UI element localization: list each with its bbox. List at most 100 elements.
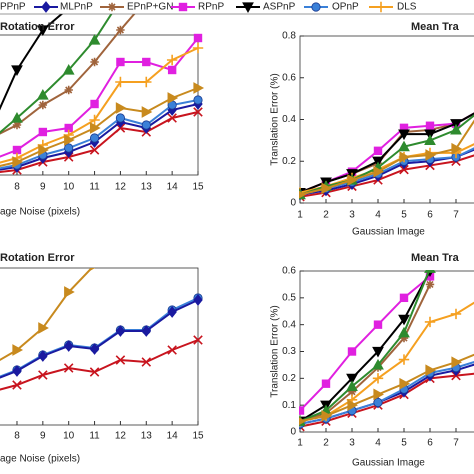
marker	[424, 134, 436, 145]
series-line	[299, 154, 474, 198]
x-tick-label: 14	[167, 431, 179, 442]
series-line	[299, 114, 474, 196]
marker	[141, 106, 153, 118]
marker	[62, 63, 75, 75]
y-axis-label: Translation Error (%)	[270, 305, 281, 397]
y-tick-label: 0.2	[282, 156, 296, 167]
legend-marker	[311, 2, 321, 12]
x-tick-label: 9	[40, 431, 46, 442]
y-tick-label: 0.4	[282, 319, 296, 330]
marker	[425, 149, 437, 161]
x-tick-label: 1	[297, 438, 303, 449]
marker	[89, 268, 96, 271]
y-tick-label: 0.8	[282, 31, 296, 42]
marker	[12, 365, 22, 377]
marker	[36, 25, 49, 37]
marker	[38, 100, 48, 110]
marker	[321, 182, 333, 195]
marker	[347, 399, 359, 412]
x-tick-label: 11	[89, 182, 100, 193]
marker	[38, 322, 49, 334]
legend-label: RPnP	[198, 2, 224, 13]
marker	[141, 325, 151, 337]
x-tick-label: 3	[349, 210, 355, 221]
marker	[141, 357, 152, 367]
marker	[36, 88, 49, 100]
x-tick-label: 2	[323, 438, 329, 449]
marker	[38, 144, 49, 156]
marker	[373, 146, 383, 156]
marker	[38, 127, 48, 137]
marker	[321, 410, 333, 422]
marker	[398, 140, 410, 152]
marker	[116, 57, 125, 67]
marker	[38, 350, 48, 362]
marker	[399, 151, 411, 163]
marker	[399, 164, 409, 175]
marker	[373, 320, 383, 329]
marker	[88, 33, 101, 45]
y-tick-label: 0	[290, 198, 296, 209]
marker	[373, 388, 385, 401]
x-tick-label: 4	[375, 438, 381, 449]
plot-series	[0, 0, 205, 175]
marker	[450, 123, 462, 135]
marker	[399, 333, 409, 343]
marker	[424, 316, 436, 328]
x-tick-label: 13	[141, 431, 153, 442]
y-tick-label: 0.5	[282, 292, 296, 303]
legend-marker	[107, 2, 117, 12]
legend-marker	[242, 2, 254, 14]
y-tick-label: 0.2	[282, 373, 296, 384]
x-tick-label: 11	[89, 431, 100, 442]
x-tick-label: 3	[349, 438, 355, 449]
marker	[64, 286, 75, 298]
legend-label: ASPnP	[263, 2, 296, 13]
marker	[346, 380, 358, 391]
marker	[425, 121, 435, 130]
marker	[398, 129, 410, 141]
y-tick-label: 0.4	[282, 114, 296, 125]
legend: PPnP MLPnP EPnP+GN RPnP ASPnP OPnP DLS	[0, 0, 474, 15]
marker	[64, 123, 73, 133]
marker	[167, 345, 177, 355]
marker	[166, 54, 178, 66]
x-tick-label: 8	[14, 182, 20, 193]
x-tick-label: 6	[427, 210, 433, 221]
legend-label: EPnP+GN	[127, 2, 173, 13]
marker	[193, 107, 203, 117]
marker	[89, 114, 100, 126]
x-axis-label: age Noise (pixels)	[0, 207, 80, 218]
marker	[424, 270, 436, 273]
marker	[347, 174, 359, 186]
marker	[372, 358, 384, 370]
marker	[450, 308, 462, 320]
x-tick-label: 15	[192, 182, 204, 193]
series-line	[299, 275, 431, 412]
x-tick-label: 10	[63, 182, 75, 193]
marker	[398, 326, 410, 338]
legend-label: PPnP	[0, 2, 26, 13]
marker	[299, 417, 307, 426]
plot-area	[299, 35, 474, 204]
marker	[89, 343, 100, 355]
marker	[451, 356, 463, 369]
marker	[399, 377, 411, 390]
marker	[90, 99, 99, 109]
marker	[115, 102, 127, 114]
marker	[89, 145, 100, 155]
x-axis-label: age Noise (pixels)	[0, 454, 80, 465]
chart-title: Rotation Error	[0, 252, 75, 264]
marker	[193, 335, 203, 345]
marker	[398, 314, 410, 326]
marker	[89, 367, 100, 377]
marker	[141, 76, 152, 88]
marker	[193, 294, 203, 306]
marker	[115, 325, 126, 337]
marker	[425, 364, 437, 377]
marker	[63, 363, 74, 373]
marker	[142, 57, 151, 67]
series-line	[0, 7, 70, 111]
marker	[373, 165, 385, 178]
